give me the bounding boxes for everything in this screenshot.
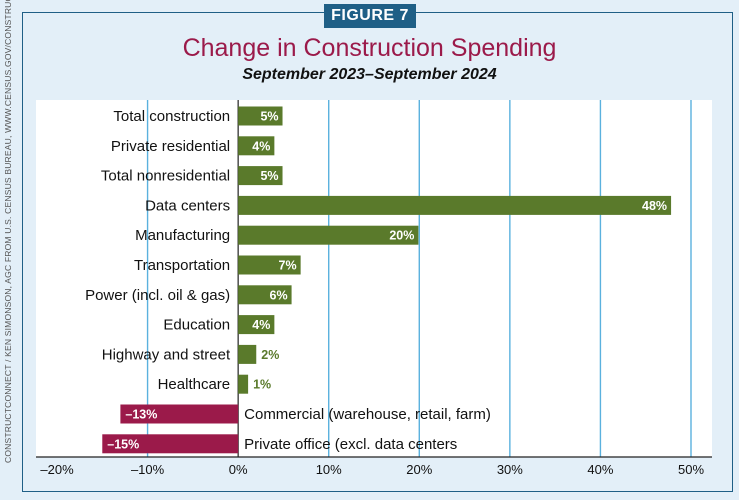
data-label: 5% bbox=[260, 110, 278, 124]
bar-education bbox=[238, 315, 275, 335]
bars bbox=[102, 106, 672, 454]
x-tick-label: 50% bbox=[678, 462, 704, 477]
data-label: 7% bbox=[279, 259, 297, 273]
data-labels: 5% 4% 5% 48% 20% 7% 6% 4% 2% 1% –13% –15% bbox=[107, 110, 667, 452]
x-tick-label: –10% bbox=[131, 462, 165, 477]
bar-private-office-excl-data-centers bbox=[102, 434, 239, 454]
chart-title: Change in Construction Spending bbox=[182, 34, 557, 62]
bar-healthcare bbox=[238, 374, 249, 394]
x-tick-label: 30% bbox=[497, 462, 523, 477]
data-label: –13% bbox=[125, 408, 157, 422]
category-label: Transportation bbox=[134, 257, 230, 274]
data-label: 48% bbox=[642, 199, 667, 213]
category-label: Power (incl. oil & gas) bbox=[85, 287, 230, 304]
data-label: 4% bbox=[252, 318, 270, 332]
x-tick-label: 0% bbox=[229, 462, 248, 477]
bar-total-construction bbox=[238, 106, 283, 126]
data-label: 6% bbox=[270, 288, 288, 302]
chart-subtitle: September 2023–September 2024 bbox=[242, 66, 497, 83]
x-tick-label: 40% bbox=[587, 462, 613, 477]
bar-power-incl-oil-gas bbox=[238, 285, 292, 305]
data-label: 20% bbox=[389, 229, 414, 243]
data-label: –15% bbox=[107, 437, 139, 451]
data-label: 4% bbox=[252, 139, 270, 153]
category-label: Private office (excl. data centers bbox=[244, 436, 457, 453]
category-label: Manufacturing bbox=[135, 227, 230, 244]
data-label: 5% bbox=[260, 169, 278, 183]
x-tick-labels: –20% –10% 0% 10% 20% 30% 40% 50% bbox=[40, 462, 704, 477]
category-labels: Total construction Private residential Tot… bbox=[85, 108, 491, 453]
gridlines bbox=[146, 100, 692, 457]
bar-private-residential bbox=[238, 136, 275, 156]
data-label: 1% bbox=[253, 378, 271, 392]
category-label: Total nonresidential bbox=[101, 168, 230, 185]
bar-manufacturing bbox=[238, 225, 419, 245]
category-label: Total construction bbox=[113, 108, 230, 125]
category-label: Healthcare bbox=[158, 376, 231, 393]
x-tick-label: 20% bbox=[406, 462, 432, 477]
plot-area bbox=[36, 100, 712, 457]
bar-total-nonresidential bbox=[238, 166, 283, 186]
bar-highway-and-street bbox=[238, 344, 257, 364]
category-label: Data centers bbox=[145, 197, 230, 214]
category-label: Highway and street bbox=[102, 346, 231, 363]
figure-badge: FIGURE 7 bbox=[324, 4, 416, 28]
category-label: Education bbox=[163, 317, 230, 334]
category-label: Private residential bbox=[111, 138, 230, 155]
category-label: Commercial (warehouse, retail, farm) bbox=[244, 406, 491, 423]
bar-commercial-warehouse-retail-farm bbox=[120, 404, 239, 424]
data-label: 2% bbox=[261, 348, 279, 362]
x-tick-label: –20% bbox=[40, 462, 74, 477]
bar-data-centers bbox=[238, 195, 672, 215]
bar-transportation bbox=[238, 255, 301, 275]
x-tick-label: 10% bbox=[316, 462, 342, 477]
